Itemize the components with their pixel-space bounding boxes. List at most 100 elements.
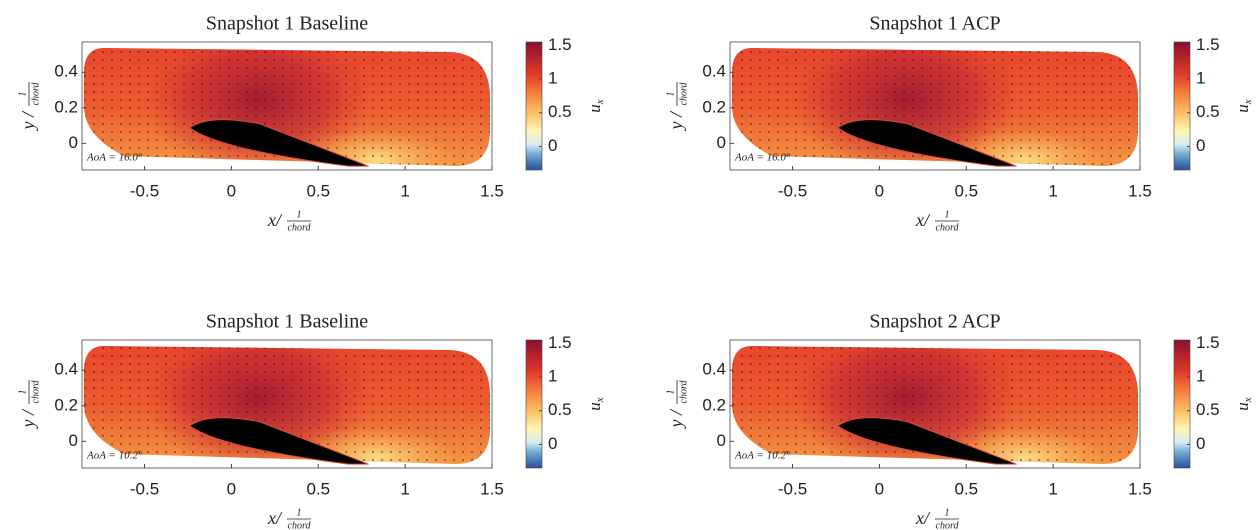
colorbar-label-group: ux [1233,99,1254,113]
y-label-num: 1 [665,92,676,97]
colorbar-tick-label: 0 [1196,434,1205,453]
x-label-den: chord [288,520,312,530]
x-tick-label: 1 [400,181,409,200]
y-label-group: y / 1 chord [17,82,41,132]
colorbar-label-sub: x [1242,99,1254,105]
colorbar-label-sub: x [594,99,606,105]
x-tick-label: 0.5 [306,479,330,498]
x-label-num: 1 [945,209,950,220]
x-tick-label: 0 [227,181,236,200]
x-tick-label: 1.5 [1128,479,1152,498]
y-tick-label: 0.2 [702,395,726,414]
axes-box [729,339,1141,469]
colorbar-tick-label: 1.5 [1196,333,1220,352]
annotation: AoA = 16.0° [734,152,791,164]
y-tick-label: 0.4 [702,360,726,379]
x-label-num: 1 [945,507,950,518]
airfoil [188,417,369,465]
y-tick-label: 0 [717,431,726,450]
panel: Snapshot 2 ACP AoA = 10.2° -0.5 0 0.5 1 1.5 0 0.… [665,311,1253,530]
x-label-num: 1 [297,209,302,220]
colorbar-tick-label: 0.5 [1196,400,1220,419]
colorbar-label-main: u [585,402,604,411]
colorbar-label-main: u [1233,104,1252,113]
colorbar-tick-label: 0 [1196,136,1205,155]
colorbar-tick-label: 1 [548,367,557,386]
axes-box [81,339,493,469]
x-label: x/ [267,508,283,528]
annotation: AoA = 10.2° [86,450,143,462]
colorbar-tick-label: 1 [1196,69,1205,88]
y-tick-label: 0.4 [702,62,726,81]
x-label: x/ [267,210,283,230]
colorbar-label: ux [1233,397,1254,411]
y-label-num: 1 [17,390,28,395]
colorbar-tick-label: 0 [548,136,557,155]
annotation: AoA = 16.0° [86,152,143,164]
airfoil [836,119,1017,167]
x-tick-label: -0.5 [130,181,159,200]
panel-title: Snapshot 1 ACP [869,13,1000,35]
x-tick-label: 0 [875,479,884,498]
colorbar-tick-label: 1.5 [548,333,572,352]
x-label: x/ [915,508,931,528]
colorbar [1173,339,1191,469]
colorbar-label-sub: x [594,397,606,403]
colorbar [525,339,543,469]
x-tick-label: 1 [400,479,409,498]
x-tick-label: -0.5 [778,181,807,200]
x-tick-label: 0 [875,181,884,200]
y-label-den: chord [678,380,689,404]
x-tick-label: 0.5 [954,479,978,498]
x-tick-label: 1.5 [480,479,504,498]
panel-title: Snapshot 2 ACP [869,311,1000,333]
y-label-den: chord [678,82,689,106]
colorbar-label: ux [1233,99,1254,113]
x-tick-label: 1 [1048,181,1057,200]
x-label-num: 1 [297,507,302,518]
panel-title: Snapshot 1 Baseline [206,13,368,35]
colorbar-label: ux [585,99,606,113]
y-label-group: y / 1 chord [665,380,689,430]
y-tick-label: 0 [717,133,726,152]
axes-box [729,41,1141,171]
flow-field [732,48,1138,166]
colorbar-label-group: ux [585,99,606,113]
panel: Snapshot 1 Baseline AoA = 10.2° -0.5 0 0.5 1 1… [17,311,605,530]
y-tick-label: 0.2 [54,395,78,414]
y-label: y / [666,408,686,429]
colorbar-label-sub: x [1242,397,1254,403]
x-label-den: chord [288,222,312,233]
colorbar-tick-label: 1.5 [548,35,572,54]
flow-field [84,346,490,464]
x-label-den: chord [936,222,960,233]
colorbar-label-group: ux [1233,397,1254,411]
colorbar-label-main: u [585,104,604,113]
flow-field [732,346,1138,464]
x-label-den: chord [936,520,960,530]
airfoil [836,417,1017,465]
x-tick-label: -0.5 [778,479,807,498]
colorbar [525,41,543,171]
colorbar-tick-label: 0.5 [548,102,572,121]
y-label-group: y / 1 chord [665,82,689,132]
flow-field [84,48,490,166]
x-tick-label: 1.5 [1128,181,1152,200]
y-tick-label: 0 [69,431,78,450]
y-label-den: chord [30,82,41,106]
airfoil [188,119,369,167]
y-label-group: y / 1 chord [17,380,41,430]
y-label-num: 1 [17,92,28,97]
y-label: y / [18,110,38,131]
colorbar [1173,41,1191,171]
x-tick-label: 0.5 [306,181,330,200]
colorbar-tick-label: 1 [548,69,557,88]
x-tick-label: 0.5 [954,181,978,200]
panel: Snapshot 1 Baseline AoA = 16.0° -0.5 0 0.5 1 1… [17,13,605,234]
colorbar-label: ux [585,397,606,411]
y-tick-label: 0.2 [702,97,726,116]
y-label-num: 1 [665,390,676,395]
colorbar-tick-label: 0.5 [1196,102,1220,121]
y-tick-label: 0.2 [54,97,78,116]
